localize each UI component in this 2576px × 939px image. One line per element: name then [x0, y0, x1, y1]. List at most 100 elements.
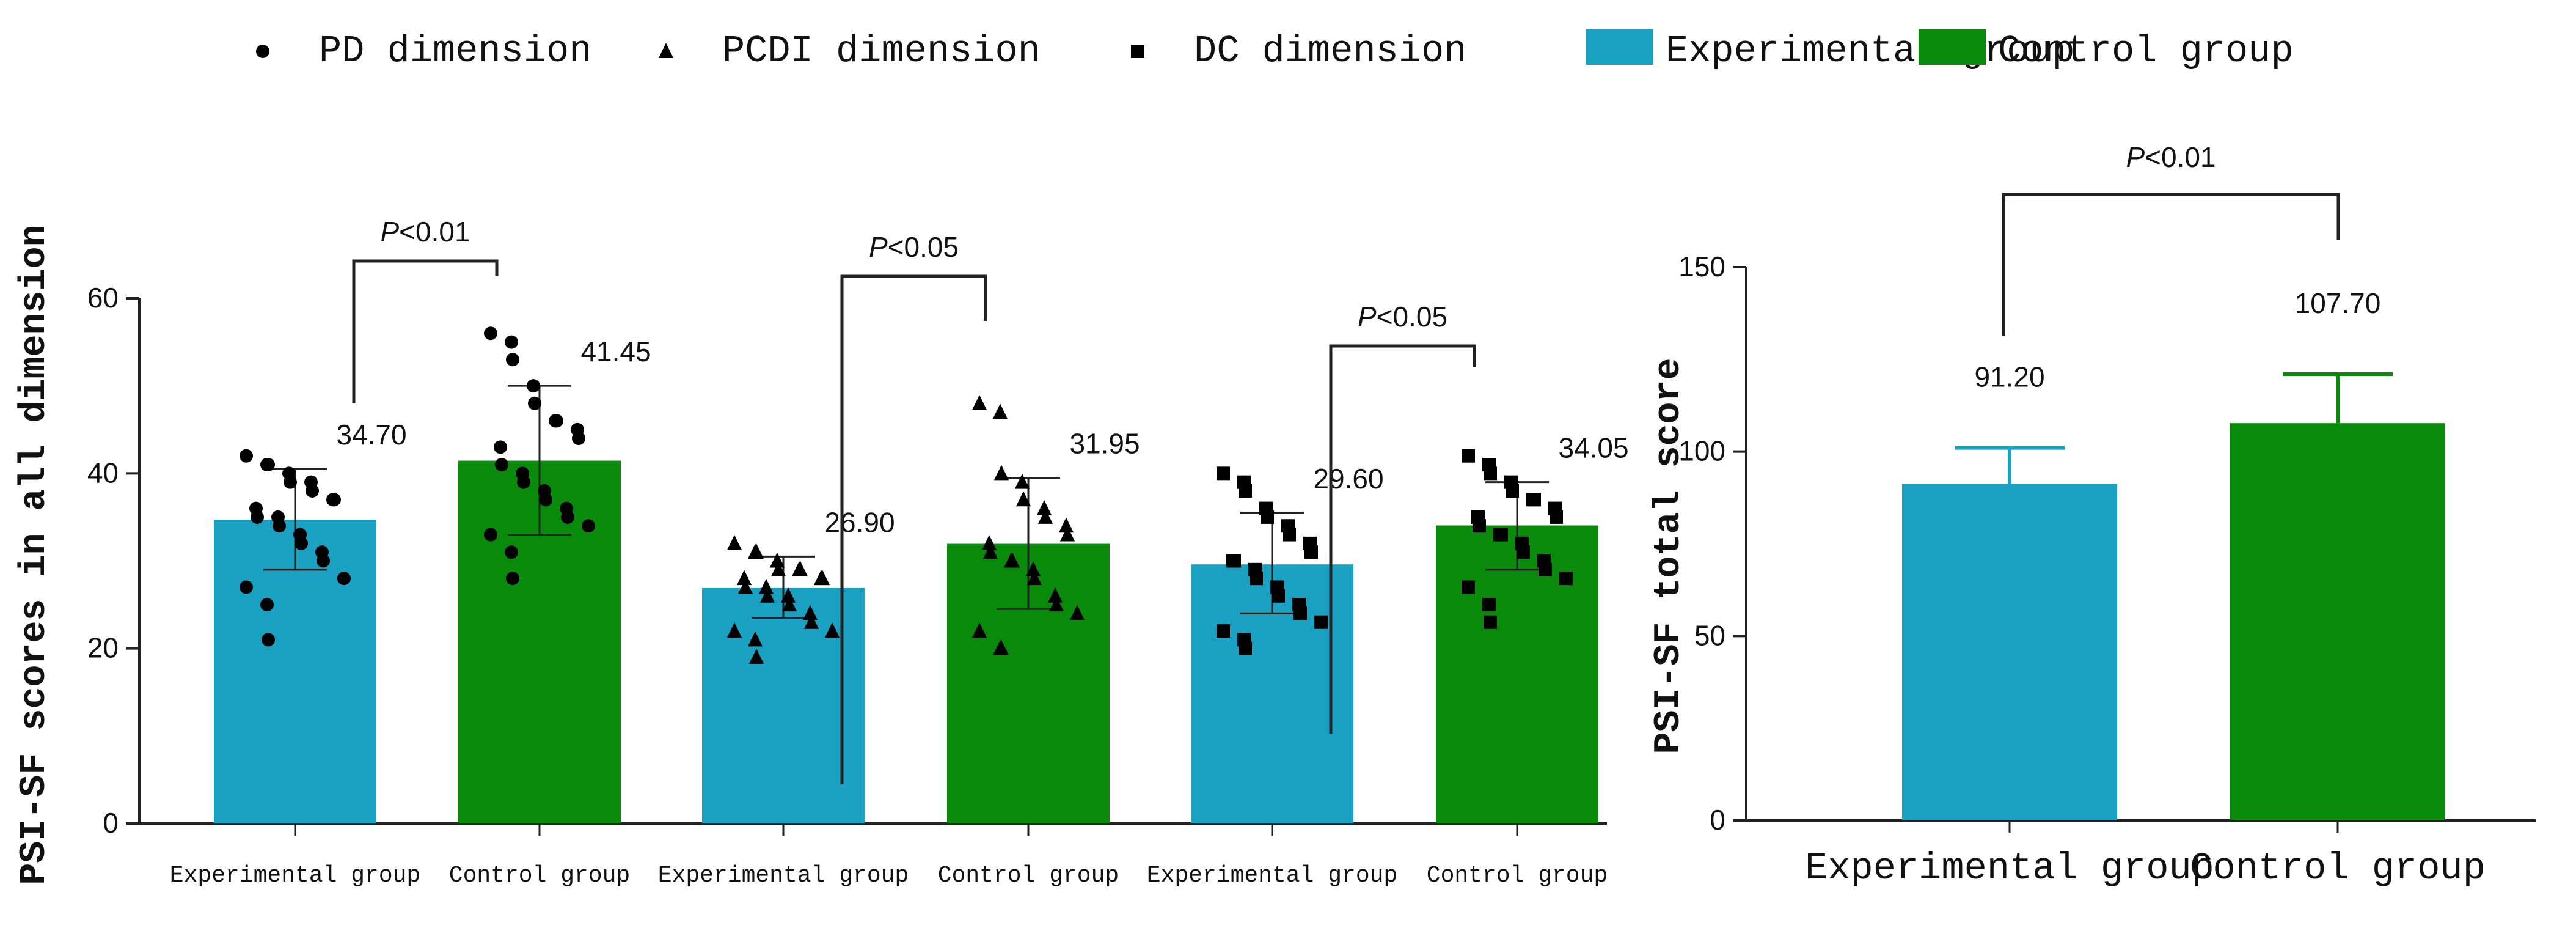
p-value: <0.01 [2145, 141, 2216, 173]
x-tick-label: Control group [938, 863, 1119, 889]
data-point [759, 587, 775, 603]
x-tick-label: Control group [2190, 847, 2486, 890]
data-point [1014, 473, 1030, 489]
p-italic: P [380, 216, 399, 248]
data-point [1462, 449, 1475, 463]
data-point [306, 484, 319, 498]
y-tick-label: 20 [87, 632, 119, 664]
data-point [982, 543, 998, 559]
data-point [1506, 484, 1519, 498]
data-point [814, 570, 830, 586]
bar-total-experimental [1902, 484, 2117, 820]
value-label: 41.45 [580, 336, 651, 367]
data-point [240, 580, 253, 594]
x-tick-label: Experimental group [1147, 863, 1397, 889]
data-point [1058, 517, 1074, 533]
data-point [505, 335, 518, 349]
data-point [1473, 519, 1486, 533]
data-point [770, 561, 786, 576]
data-point [561, 510, 574, 524]
data-point [240, 449, 253, 463]
data-point [484, 326, 497, 341]
data-point [506, 572, 519, 586]
data-point [1048, 596, 1064, 612]
data-point [1550, 510, 1563, 524]
data-point [1539, 562, 1552, 576]
x-tick-label: Control group [449, 863, 630, 889]
data-point [494, 440, 507, 454]
data-point [1559, 572, 1573, 586]
data-point [758, 578, 774, 594]
significance-bracket [352, 259, 499, 403]
data-point [971, 395, 987, 410]
significance-bracket [2002, 193, 2340, 336]
legend-label: PCDI dimension [722, 29, 1041, 73]
data-point [284, 475, 297, 489]
data-point [993, 465, 1009, 481]
p-value: <0.01 [399, 216, 470, 248]
data-point [1304, 545, 1318, 559]
data-point [262, 458, 275, 472]
data-point [1528, 493, 1541, 507]
legend-swatch [1919, 29, 1986, 65]
total-score-chart: 0 50 100 150 PSI-SF total score Experimental … [1648, 141, 2536, 890]
y-tick-label: 0 [103, 807, 119, 839]
data-point [971, 622, 987, 638]
data-point [780, 587, 796, 603]
data-point [981, 535, 997, 550]
p-italic: P [2126, 141, 2145, 173]
x-tick-label: Experimental group [658, 863, 909, 889]
data-point [1217, 466, 1230, 481]
data-point [748, 649, 764, 664]
data-point [993, 639, 1009, 655]
p-italic: P [1358, 301, 1377, 333]
data-point [572, 432, 585, 446]
data-point [1239, 484, 1252, 498]
data-point [1484, 615, 1497, 629]
p-value: <0.05 [888, 231, 959, 263]
value-label: 29.60 [1313, 463, 1383, 495]
data-point [792, 561, 808, 576]
data-point [495, 458, 508, 472]
data-point [327, 493, 341, 507]
value-label: 107.70 [2295, 287, 2381, 319]
value-label: 91.20 [1974, 361, 2044, 393]
data-point [1484, 466, 1497, 481]
data-point [769, 552, 785, 568]
legend-marker-circle [256, 45, 269, 58]
data-point [295, 536, 308, 550]
data-point [726, 535, 742, 550]
data-point [726, 622, 742, 638]
data-point [1015, 491, 1031, 507]
significance-bracket [1329, 344, 1476, 734]
significance-bracket [840, 274, 987, 784]
data-point [251, 510, 264, 524]
significance-label: P<0.01 [2126, 141, 2216, 173]
y-axis-title: PSI-SF scores in all dimension [14, 224, 56, 885]
data-point [262, 633, 275, 647]
significance-label: P<0.05 [1358, 301, 1447, 333]
data-point [1228, 554, 1241, 568]
data-point [1026, 570, 1042, 586]
data-point [1036, 499, 1052, 515]
data-point [527, 379, 540, 393]
data-point [1517, 545, 1530, 559]
data-point [1217, 624, 1230, 638]
data-point [737, 578, 753, 594]
data-point [1069, 605, 1085, 620]
data-point [1462, 580, 1475, 594]
dimension-scores-chart: 0 20 40 60 PSI-SF scores in all dimension Exp… [14, 216, 1629, 889]
data-point [528, 396, 541, 410]
data-point [539, 493, 552, 507]
y-tick-label: 0 [1710, 804, 1725, 836]
data-point [273, 519, 286, 533]
data-point [1047, 587, 1063, 603]
data-point [484, 528, 497, 542]
data-point [506, 353, 519, 367]
x-tick-label: Experimental group [170, 863, 420, 889]
value-label: 34.70 [336, 419, 406, 451]
data-point [992, 403, 1008, 419]
data-point [1004, 552, 1020, 568]
